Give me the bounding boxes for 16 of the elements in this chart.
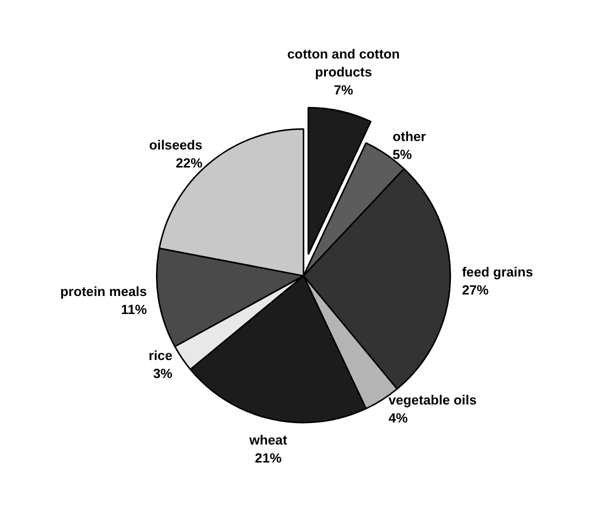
data-label: 21% [254,450,282,466]
slice-label: cotton and cotton products [287,46,400,80]
slice-label: oilseeds [149,138,202,153]
data-label: 3% [153,366,173,381]
data-label: 11% [120,302,148,317]
data-label: 4% [388,410,408,426]
slice-label: wheat [248,432,288,448]
data-label: 7% [334,82,354,98]
data-label: 22% [176,156,203,171]
data-label: 5% [392,146,412,162]
slice-label: feed grains [462,264,534,280]
data-label: 27% [462,282,489,298]
slice-label: other [392,128,426,144]
slice-label: protein meals [60,284,147,299]
slice-label: vegetable oils [388,392,477,408]
slice-label: rice [148,348,172,363]
